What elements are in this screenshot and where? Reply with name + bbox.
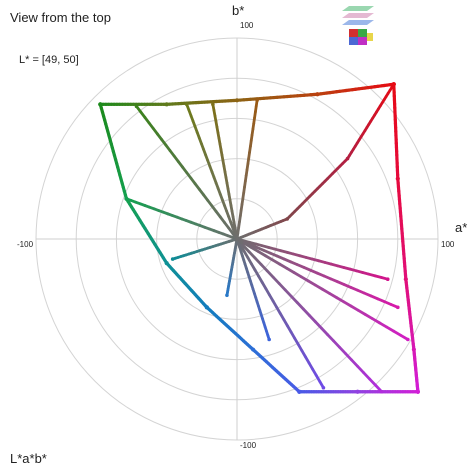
data-point <box>403 277 408 282</box>
gamut-edge-segment <box>265 269 275 279</box>
lightness-range-label: L* = [49, 50] <box>19 54 79 66</box>
data-point <box>170 257 175 261</box>
data-point <box>204 305 209 310</box>
chart-series <box>98 82 420 394</box>
gamut-edge-segment <box>326 333 335 343</box>
data-point <box>285 217 290 221</box>
gamut-edge-segment <box>259 263 269 273</box>
data-point <box>391 82 396 87</box>
a-axis-tick-positive: 100 <box>441 240 455 249</box>
data-point <box>164 102 169 107</box>
data-point <box>379 389 384 394</box>
data-point <box>297 389 302 394</box>
gamut-edge-segment <box>289 294 299 305</box>
view-thumbnail-icon[interactable] <box>340 4 376 48</box>
chart-title: View from the top <box>10 10 111 25</box>
data-point <box>396 305 400 310</box>
thumbnail-layer-top <box>342 6 374 11</box>
gamut-edge-segment <box>344 352 353 362</box>
data-point <box>355 389 360 394</box>
thumbnail-blue-patch <box>349 37 358 45</box>
data-point <box>211 102 215 107</box>
b-axis-tick-positive: 100 <box>240 21 254 30</box>
a-axis-tick-negative: -100 <box>17 240 34 249</box>
gamut-edge-segment <box>247 250 257 260</box>
thumbnail-layer-bottom <box>342 20 374 25</box>
data-point <box>235 237 239 241</box>
thumbnail-magenta-patch <box>358 37 367 45</box>
data-point <box>184 102 189 107</box>
gamut-edge-segment <box>271 275 281 285</box>
thumbnail-yellow-patch <box>367 33 373 41</box>
data-point <box>164 261 169 266</box>
data-point <box>315 92 320 97</box>
data-point <box>411 347 416 352</box>
gamut-edge-segment <box>356 364 366 375</box>
gamut-edge-segment <box>332 339 341 349</box>
gamut-edge-segment <box>338 345 347 355</box>
thumbnail-layer-middle <box>342 13 374 18</box>
data-point <box>255 98 259 103</box>
data-point <box>225 293 229 298</box>
data-point <box>267 337 271 342</box>
thumbnail-green-patch <box>358 29 367 37</box>
gamut-edge-segment <box>350 358 360 368</box>
data-point <box>385 277 390 282</box>
data-point <box>124 197 129 201</box>
data-point <box>406 337 410 342</box>
gamut-edge-segment <box>283 288 293 298</box>
gamut-edge-segment <box>362 371 372 381</box>
data-point <box>234 98 240 103</box>
a-axis-label: a* <box>455 220 468 235</box>
gamut-edge-segment <box>241 243 251 254</box>
data-point <box>250 347 256 352</box>
b-axis-tick-negative: -100 <box>240 441 257 450</box>
gamut-edge-segment <box>307 313 317 324</box>
polar-grid <box>35 37 439 441</box>
data-point <box>345 156 350 161</box>
data-point <box>395 176 400 181</box>
gamut-edge-segment <box>277 282 287 292</box>
thumbnail-red-patch <box>349 29 358 37</box>
gamut-edge-segment <box>253 256 263 266</box>
data-point <box>98 102 103 107</box>
gamut-edge-segment <box>301 307 311 317</box>
data-point <box>134 104 139 109</box>
data-point <box>321 385 326 390</box>
gamut-edge-segment <box>368 377 378 387</box>
b-axis-label: b* <box>232 3 245 18</box>
gamut-edge-segment <box>320 326 329 336</box>
color-space-label: L*a*b* <box>10 451 47 466</box>
data-point <box>415 389 420 394</box>
gamut-edge-segment <box>295 301 305 311</box>
gamut-edge-segment <box>313 320 323 330</box>
